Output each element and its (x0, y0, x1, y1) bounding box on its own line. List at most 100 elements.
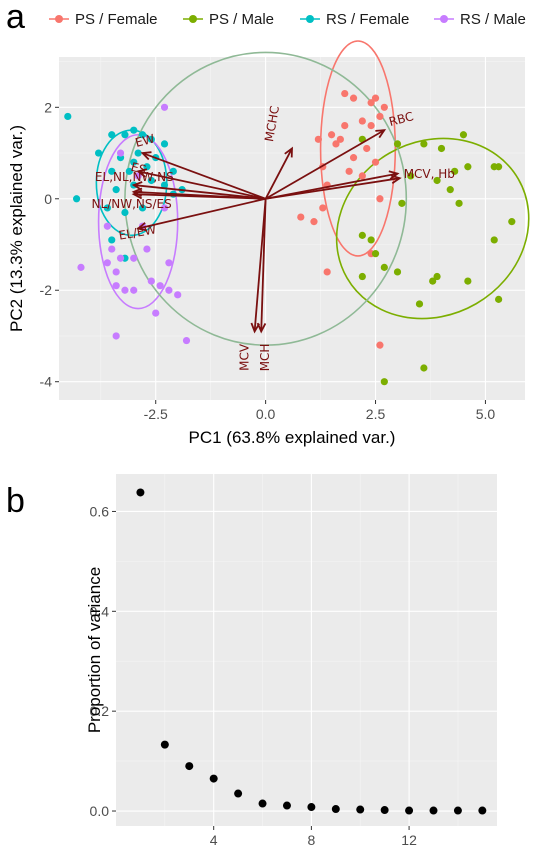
x-axis-title: PC1 (63.8% explained var.) (189, 428, 396, 447)
point-ps-female (341, 89, 349, 98)
point-ps-female (319, 204, 327, 212)
y-tick-label: 0.2 (90, 703, 110, 719)
point-rs-male (156, 282, 164, 290)
arrow-head (131, 181, 143, 191)
point-ps-male (508, 218, 516, 226)
ellipse-rs-male (97, 133, 179, 310)
variance-point (356, 805, 365, 814)
point-ps-female (376, 341, 384, 349)
point-ps-male (464, 163, 472, 171)
correlation-circle (124, 51, 408, 346)
arrow-line (253, 198, 267, 332)
y-tick-label: 0.4 (90, 603, 110, 619)
point-ps-male (415, 300, 424, 308)
arrow-line (137, 197, 266, 230)
point-ps-male (455, 199, 463, 207)
y-tick-label: -4 (40, 374, 53, 390)
legend-key-point-ps-male (189, 15, 197, 23)
point-rs-male (160, 204, 169, 212)
point-ps-male (446, 186, 454, 194)
point-rs-female (130, 126, 138, 134)
arrow-head (388, 170, 400, 180)
variable-label: MCH (258, 344, 272, 372)
arrow-line (133, 193, 266, 200)
point-rs-female (134, 149, 142, 157)
point-rs-male (103, 222, 111, 230)
point-rs-female (130, 158, 138, 166)
point-ps-male (490, 236, 498, 244)
variance-point (429, 806, 438, 815)
variance-point (234, 789, 243, 798)
legend-label-rs-male: RS / Male (460, 11, 526, 28)
point-rs-female (138, 131, 147, 139)
point-rs-male (174, 291, 182, 299)
point-ps-male (433, 272, 441, 281)
point-rs-female (108, 167, 116, 175)
point-rs-female (64, 112, 72, 121)
point-ps-female (349, 94, 358, 102)
point-ps-male (437, 144, 446, 153)
y-axis-title: Proportion of variance (85, 567, 104, 733)
point-ps-male (407, 172, 415, 180)
point-ps-male (393, 268, 402, 276)
point-rs-male (103, 259, 111, 267)
variance-point (160, 740, 169, 749)
x-tick-label: 12 (401, 832, 417, 848)
point-ps-female (314, 135, 322, 143)
variance-point (282, 801, 291, 810)
point-ps-female (371, 158, 380, 166)
point-rs-female (121, 208, 129, 217)
data-points (64, 89, 516, 386)
point-rs-male (130, 286, 138, 294)
arrow-line (264, 148, 293, 200)
variable-label: MCV, Hb (404, 167, 455, 181)
point-ps-male (398, 199, 406, 207)
ellipse-ps-male (335, 137, 530, 320)
variance-point (453, 806, 462, 815)
point-rs-female (147, 176, 155, 185)
plot-background (116, 474, 497, 826)
point-rs-male (165, 259, 173, 267)
correlation-circle-layer (124, 51, 408, 346)
variance-point (258, 799, 267, 808)
point-ps-female (349, 154, 358, 162)
point-ps-male (429, 277, 437, 285)
point-rs-female (103, 204, 111, 212)
arrow-line (142, 152, 266, 200)
point-ps-male (464, 277, 472, 285)
point-ps-male (420, 364, 428, 372)
x-tick-label: -2.5 (144, 406, 168, 422)
y-tick-label: -2 (40, 282, 53, 298)
y-axis-title: PC2 (13.3% explained var.) (7, 125, 26, 332)
arrow-line (265, 129, 385, 200)
variable-label: MCV (238, 343, 252, 371)
point-ps-female (358, 117, 366, 125)
point-ps-male (380, 378, 388, 386)
legend-key-point-ps-female (55, 15, 63, 23)
point-ps-male (358, 272, 366, 281)
x-tick-label: 4 (210, 832, 218, 848)
point-rs-male (160, 103, 169, 111)
point-ps-female (336, 135, 344, 143)
point-ps-male (358, 231, 366, 239)
legend-key-point-rs-male (440, 15, 448, 23)
panel-letter-b: b (6, 482, 25, 520)
y-tick-label: 2 (44, 99, 52, 115)
variance-point (185, 762, 194, 771)
variance-point (307, 803, 316, 812)
variable-label: EL,NL,NW,NS (95, 170, 174, 184)
panel-letter-a: a (6, 0, 25, 36)
point-ps-female (376, 195, 384, 203)
point-rs-female (125, 167, 133, 175)
point-rs-female (160, 140, 169, 148)
point-ps-male (495, 163, 503, 171)
axis-ticks: 4 8 12 0.0 0.2 0.4 0.6 (90, 503, 418, 848)
point-rs-female (72, 195, 81, 203)
point-ps-female (380, 103, 388, 111)
point-ps-male (433, 176, 441, 185)
point-rs-male (108, 245, 116, 253)
point-ps-female (332, 140, 340, 148)
variable-label: ES (129, 160, 147, 177)
point-rs-female (143, 163, 151, 171)
